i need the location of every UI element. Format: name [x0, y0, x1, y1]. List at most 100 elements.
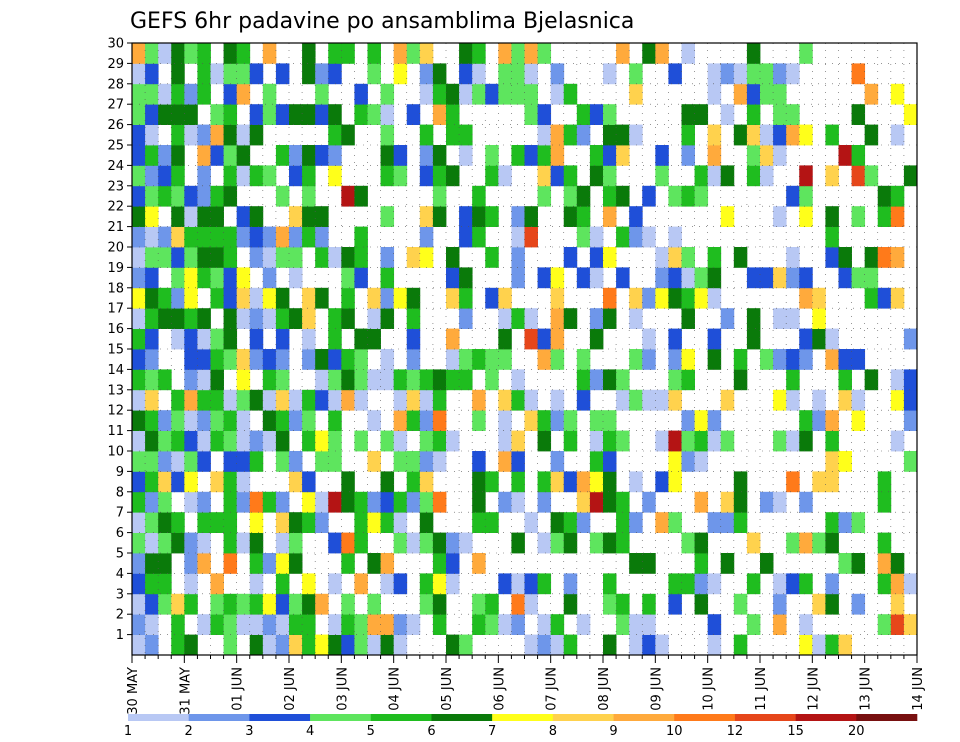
heatmap-cell [746, 308, 761, 329]
heatmap-cell [210, 267, 224, 289]
heatmap-cell [589, 247, 604, 268]
heatmap-cell [890, 573, 905, 595]
heatmap-cell [472, 206, 486, 227]
heatmap-cell [432, 593, 447, 615]
cells-layer [132, 43, 918, 656]
heatmap-cell [446, 287, 460, 309]
heatmap-cell [171, 104, 185, 125]
heatmap-cell [537, 471, 552, 493]
heatmap-cell [694, 104, 709, 125]
heatmap-cell [171, 328, 185, 350]
heatmap-cell [236, 83, 251, 105]
heatmap-cell [380, 369, 395, 391]
heatmap-cell [603, 165, 617, 187]
heatmap-cell [249, 593, 264, 615]
heatmap-cell [275, 634, 290, 656]
heatmap-cell [432, 389, 447, 411]
heatmap-cell [262, 634, 277, 656]
heatmap-cell [184, 206, 198, 227]
heatmap-cell [746, 124, 761, 146]
heatmap-cell [720, 430, 735, 452]
heatmap-cell [720, 63, 735, 85]
heatmap-cell [223, 43, 238, 64]
heatmap-cell [158, 104, 172, 125]
heatmap-cell [132, 532, 146, 554]
heatmap-cell [249, 63, 264, 85]
heatmap-cell [851, 206, 866, 227]
heatmap-cell [668, 430, 682, 452]
heatmap-cell [799, 430, 813, 452]
heatmap-cell [184, 471, 198, 493]
heatmap-cell [589, 430, 604, 452]
heatmap-cell [903, 573, 918, 595]
heatmap-cell [184, 593, 198, 615]
heatmap-cell [341, 553, 355, 574]
heatmap-cell [367, 512, 381, 533]
heatmap-cell [275, 389, 290, 411]
heatmap-cell [197, 553, 211, 574]
heatmap-cell [877, 471, 892, 493]
heatmap-cell [367, 553, 381, 574]
heatmap-cell [707, 124, 722, 146]
heatmap-cell [223, 389, 238, 411]
heatmap-cell [655, 634, 669, 656]
heatmap-cell [681, 451, 695, 472]
heatmap-cell [315, 430, 329, 452]
heatmap-cell [184, 328, 198, 350]
y-tick-label: 22 [107, 200, 124, 215]
heatmap-cell [197, 165, 211, 187]
heatmap-cell [511, 614, 525, 635]
heatmap-cell [184, 491, 198, 513]
heatmap-cell [341, 287, 355, 309]
heatmap-cell [223, 471, 238, 493]
heatmap-cell [197, 83, 211, 105]
heatmap-cell [576, 389, 591, 411]
heatmap-cell [380, 247, 395, 268]
heatmap-cell [302, 145, 316, 166]
heatmap-cell [171, 185, 185, 207]
y-tick-label: 10 [107, 445, 124, 460]
heatmap-cell [524, 104, 538, 125]
heatmap-cell [746, 614, 761, 635]
heatmap-cell [380, 165, 395, 187]
heatmap-cell [328, 145, 342, 166]
heatmap-cell [825, 328, 839, 350]
heatmap-cell [184, 226, 198, 248]
heatmap-cell [838, 267, 852, 289]
heatmap-cell [432, 145, 447, 166]
heatmap-cell [262, 491, 277, 513]
heatmap-cell [733, 593, 748, 615]
heatmap-cell [328, 165, 342, 187]
heatmap-cell [707, 287, 722, 309]
heatmap-cell [171, 226, 185, 248]
heatmap-cell [799, 491, 813, 513]
heatmap-cell [537, 634, 552, 656]
y-tick-label: 19 [107, 261, 124, 276]
colorbar-swatch [370, 714, 432, 721]
heatmap-cell [550, 124, 565, 146]
heatmap-cell [262, 226, 277, 248]
heatmap-cell [315, 349, 329, 370]
colorbar-swatch [431, 714, 493, 721]
heatmap-cell [328, 451, 342, 472]
heatmap-cell [746, 165, 761, 187]
heatmap-cell [603, 369, 617, 391]
heatmap-cell [550, 287, 565, 309]
heatmap-cell [223, 553, 238, 574]
heatmap-cell [197, 145, 211, 166]
heatmap-cell [302, 430, 316, 452]
heatmap-cell [275, 593, 290, 615]
colorbar-label: 12 [727, 724, 744, 739]
heatmap-cell [419, 247, 434, 268]
heatmap-cell [773, 145, 787, 166]
heatmap-cell [132, 328, 146, 350]
heatmap-cell [432, 410, 447, 431]
x-tick-label: 12 JUN [806, 667, 821, 711]
heatmap-cell [864, 124, 879, 146]
heatmap-cell [354, 369, 368, 391]
heatmap-cell [341, 124, 355, 146]
heatmap-cell [786, 573, 800, 595]
heatmap-cell [786, 430, 800, 452]
heatmap-cell [328, 328, 342, 350]
heatmap-cell [877, 532, 892, 554]
